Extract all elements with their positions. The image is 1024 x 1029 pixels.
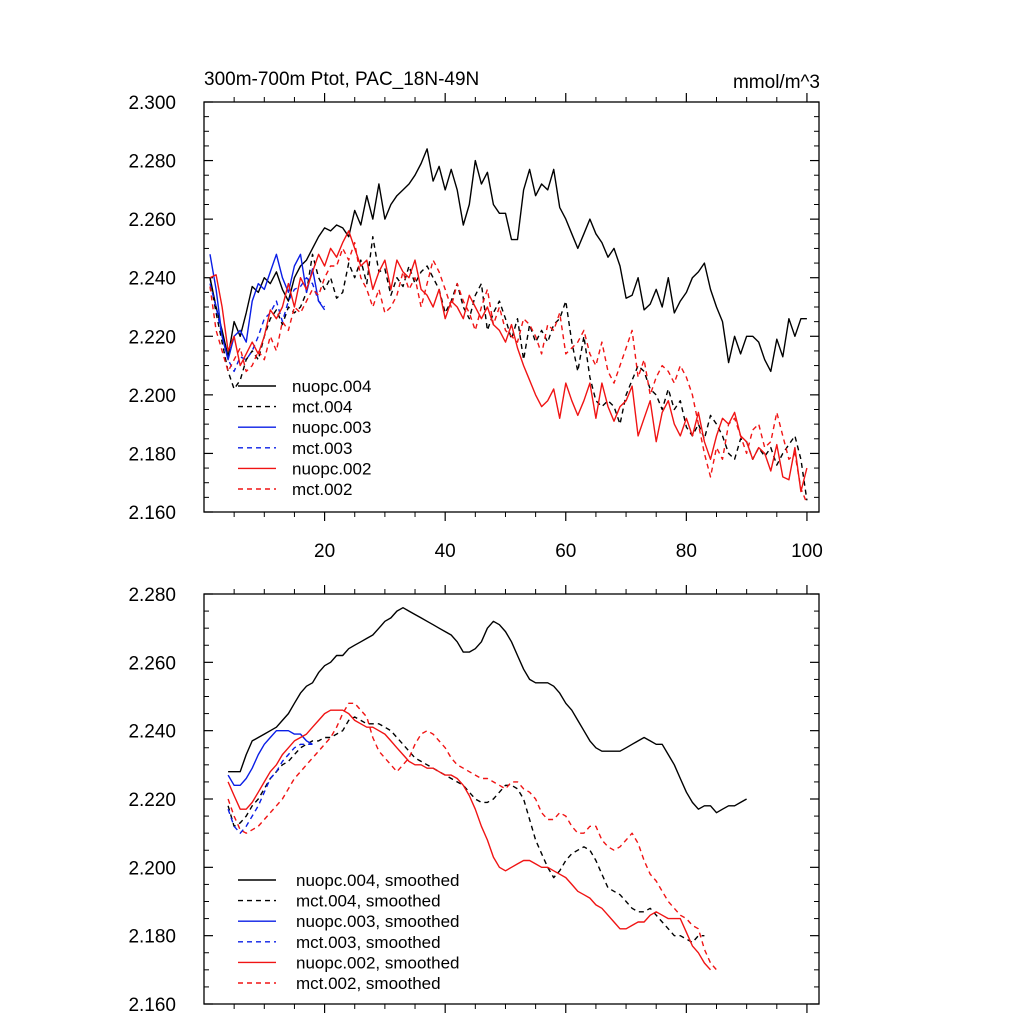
top-legend-label: nuopc.004	[292, 377, 371, 396]
bottom-ytick-label: 2.180	[128, 927, 176, 948]
top-legend-label: mct.004	[292, 398, 352, 417]
top-chart-title: 300m-700m Ptot, PAC_18N-49N	[204, 69, 479, 90]
series-line-mct-003	[209, 277, 326, 373]
bottom-ytick-label: 2.280	[128, 585, 176, 606]
top-xtick-label: 20	[314, 541, 335, 562]
bottom-legend-label: nuopc.004, smoothed	[296, 871, 460, 890]
bottom-ytick-label: 2.220	[128, 790, 176, 811]
top-legend-label: nuopc.002	[292, 459, 371, 478]
top-ytick-label: 2.200	[128, 386, 176, 407]
series-line-nuopc-003-smoothed	[227, 730, 313, 786]
series-line-nuopc-002-smoothed	[227, 709, 712, 971]
series-line-mct-003-smoothed	[227, 743, 313, 834]
top-xtick-label: 40	[435, 541, 456, 562]
series-line-mct-002-smoothed	[227, 702, 718, 971]
bottom-legend-label: mct.002, smoothed	[296, 974, 441, 993]
bottom-legend-label: mct.003, smoothed	[296, 933, 441, 952]
bottom-ytick-label: 2.240	[128, 722, 176, 743]
top-panel: 300m-700m Ptot, PAC_18N-49N mmol/m^3 2.1…	[128, 69, 822, 562]
top-ticks: 2.160 2.180 2.200 2.220 2.240 2.260 2.280 2.300…	[128, 93, 823, 562]
top-legend-label: mct.002	[292, 480, 352, 499]
top-ytick-label: 2.240	[128, 269, 176, 290]
top-plot-frame	[203, 101, 820, 513]
bottom-plot-frame	[203, 593, 820, 1005]
top-ytick-label: 2.260	[128, 210, 176, 231]
top-xtick-label: 100	[791, 541, 823, 562]
top-ytick-label: 2.280	[128, 152, 176, 173]
top-legend-label: mct.003	[292, 439, 352, 458]
bottom-ytick-label: 2.160	[128, 995, 176, 1016]
top-xtick-label: 60	[555, 541, 576, 562]
bottom-legend-label: mct.004, smoothed	[296, 892, 441, 911]
series-line-mct-004	[209, 235, 808, 501]
bottom-ytick-label: 2.260	[128, 653, 176, 674]
top-legend-label: nuopc.003	[292, 418, 371, 437]
top-ytick-label: 2.220	[128, 327, 176, 348]
bottom-series	[227, 607, 747, 971]
series-line-nuopc-004	[209, 148, 807, 373]
top-ytick-label: 2.300	[128, 93, 176, 114]
top-ytick-label: 2.180	[128, 444, 176, 465]
top-xtick-label: 80	[676, 541, 697, 562]
series-line-mct-002	[209, 241, 808, 504]
series-line-mct-004-smoothed	[227, 716, 705, 944]
top-series	[209, 148, 808, 504]
series-line-nuopc-004-smoothed	[228, 607, 747, 814]
bottom-ytick-label: 2.200	[128, 858, 176, 879]
top-ytick-label: 2.160	[128, 503, 176, 524]
top-chart-units: mmol/m^3	[733, 72, 820, 93]
series-line-nuopc-002	[209, 230, 808, 493]
bottom-legend-label: nuopc.003, smoothed	[296, 912, 460, 931]
bottom-panel: 2.160 2.180 2.200 2.220 2.240 2.260 2.280 nuop…	[128, 585, 820, 1016]
bottom-legend-label: nuopc.002, smoothed	[296, 953, 460, 972]
